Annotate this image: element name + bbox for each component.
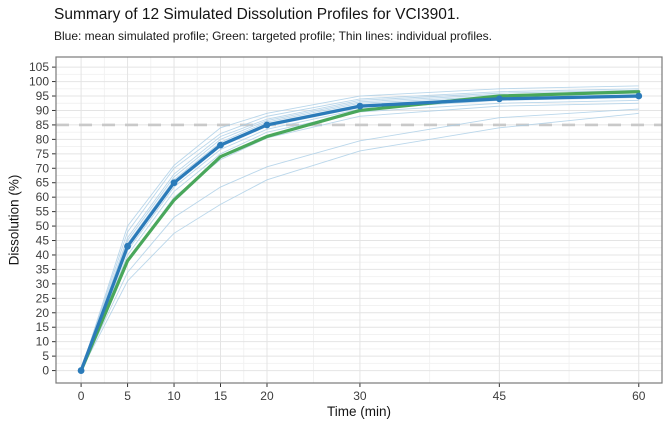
y-tick-label: 25 <box>36 291 50 305</box>
y-tick-label: 65 <box>36 176 50 190</box>
x-tick-label: 45 <box>493 389 507 403</box>
target-profile-line <box>79 90 641 373</box>
mean-profile-point <box>217 141 224 149</box>
y-tick-label: 35 <box>36 262 50 276</box>
mean-profile-line <box>79 94 641 373</box>
y-tick-label: 50 <box>36 219 50 233</box>
y-tick-label: 85 <box>36 118 50 132</box>
mean-profile-point <box>263 121 271 129</box>
y-tick-label: 45 <box>36 234 50 248</box>
individual-profile-line <box>80 99 639 371</box>
individual-profile-line <box>80 97 639 371</box>
individual-profile-line <box>80 112 639 371</box>
mean-profile-point <box>356 102 364 110</box>
y-tick-label: 10 <box>36 335 50 349</box>
x-tick-label: 0 <box>78 389 85 403</box>
x-tick-label: 30 <box>353 389 367 403</box>
individual-profile-line <box>80 91 639 371</box>
mean-profile-point <box>635 92 643 100</box>
panel-border <box>55 56 663 384</box>
chart-title: Summary of 12 Simulated Dissolution Prof… <box>54 6 460 23</box>
y-tick-label: 0 <box>42 364 49 378</box>
y-tick-label: 55 <box>36 205 50 219</box>
x-tick-label: 10 <box>167 389 181 403</box>
individual-profile-line <box>80 85 639 371</box>
y-tick-label: 15 <box>36 320 50 334</box>
y-tick-label: 80 <box>36 132 50 146</box>
x-axis-title: Time (min) <box>327 404 391 419</box>
individual-profile-line <box>80 88 639 371</box>
individual-profile-line <box>80 108 639 371</box>
y-tick-label: 90 <box>36 103 50 117</box>
x-tick-label: 20 <box>260 389 274 403</box>
y-tick-label: 40 <box>36 248 50 262</box>
y-axis-title: Dissolution (%) <box>6 174 22 266</box>
mean-profile-point <box>124 242 131 250</box>
y-tick-label: 5 <box>42 349 49 363</box>
y-tick-label: 100 <box>29 75 49 89</box>
y-tick-label: 60 <box>36 190 50 204</box>
mean-profile-point <box>170 179 178 187</box>
mean-profile-point <box>495 95 503 103</box>
chart-subtitle: Blue: mean simulated profile; Green: tar… <box>54 29 493 43</box>
x-tick-label: 15 <box>214 389 228 403</box>
y-tick-label: 70 <box>36 161 50 175</box>
individual-profile-line <box>80 89 639 371</box>
y-tick-label: 30 <box>36 277 50 291</box>
y-tick-label: 95 <box>36 89 50 103</box>
y-tick-label: 20 <box>36 306 50 320</box>
y-tick-label: 75 <box>36 147 50 161</box>
y-tick-label: 105 <box>29 60 49 74</box>
mean-profile-point <box>77 367 85 374</box>
x-tick-label: 60 <box>632 389 646 403</box>
x-tick-label: 5 <box>124 389 131 403</box>
